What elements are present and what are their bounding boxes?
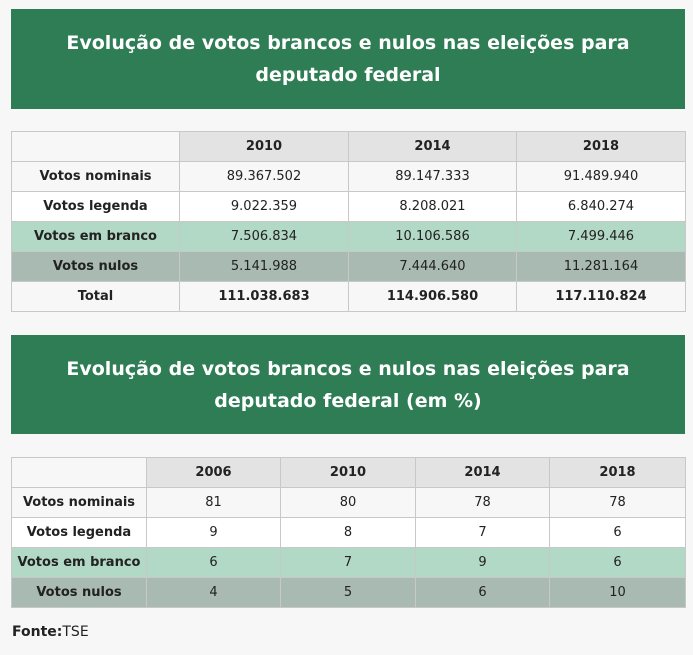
row-label: Votos legenda bbox=[11, 517, 147, 548]
table-row: Votos em branco 7.506.834 10.106.586 7.4… bbox=[11, 221, 686, 252]
table-cell: 8.208.021 bbox=[348, 191, 517, 222]
table-cell: 89.367.502 bbox=[179, 161, 349, 192]
row-label: Votos em branco bbox=[11, 221, 180, 252]
table-row: Votos em branco 6 7 9 6 bbox=[11, 547, 686, 578]
table-cell: 10.106.586 bbox=[348, 221, 517, 252]
row-label: Votos nominais bbox=[11, 161, 180, 192]
table-cell: 6 bbox=[146, 547, 281, 578]
year-header: 2010 bbox=[179, 131, 349, 162]
table-cell: 7.499.446 bbox=[516, 221, 686, 252]
row-label: Votos em branco bbox=[11, 547, 147, 578]
source-label: Fonte: bbox=[12, 624, 63, 640]
table-cell: 4 bbox=[146, 577, 281, 608]
votes-absolute-table: 2010 2014 2018 Votos nominais 89.367.502… bbox=[11, 131, 686, 312]
table2-title-banner: Evolução de votos brancos e nulos nas el… bbox=[11, 335, 685, 434]
table-cell: 81 bbox=[146, 487, 281, 518]
table-cell: 9.022.359 bbox=[179, 191, 349, 222]
table-row: Votos nulos 4 5 6 10 bbox=[11, 577, 686, 608]
table-header-row: 2010 2014 2018 bbox=[11, 131, 686, 162]
table-cell: 91.489.940 bbox=[516, 161, 686, 192]
table-row: Votos nominais 89.367.502 89.147.333 91.… bbox=[11, 161, 686, 192]
row-label: Votos nominais bbox=[11, 487, 147, 518]
table-header-row: 2006 2010 2014 2018 bbox=[11, 457, 686, 488]
table-cell: 6 bbox=[549, 547, 686, 578]
table-cell: 5.141.988 bbox=[179, 251, 349, 282]
table-cell: 111.038.683 bbox=[179, 281, 349, 312]
table-row: Votos nominais 81 80 78 78 bbox=[11, 487, 686, 518]
table2-title: Evolução de votos brancos e nulos nas el… bbox=[66, 357, 630, 412]
header-corner-cell bbox=[11, 131, 180, 162]
table-row: Votos legenda 9 8 7 6 bbox=[11, 517, 686, 548]
votes-percent-table: 2006 2010 2014 2018 Votos nominais 81 80… bbox=[11, 457, 686, 608]
table-cell: 8 bbox=[280, 517, 416, 548]
table-cell: 7 bbox=[415, 517, 550, 548]
table-total-row: Total 111.038.683 114.906.580 117.110.82… bbox=[11, 281, 686, 312]
year-header: 2006 bbox=[146, 457, 281, 488]
year-header: 2018 bbox=[516, 131, 686, 162]
row-label: Votos legenda bbox=[11, 191, 180, 222]
table-cell: 7.506.834 bbox=[179, 221, 349, 252]
table-cell: 114.906.580 bbox=[348, 281, 517, 312]
source-note: Fonte:TSE bbox=[12, 624, 89, 640]
table1-title: Evolução de votos brancos e nulos nas el… bbox=[66, 32, 630, 86]
year-header: 2018 bbox=[549, 457, 686, 488]
table-cell: 6.840.274 bbox=[516, 191, 686, 222]
year-header: 2010 bbox=[280, 457, 416, 488]
table-row: Votos legenda 9.022.359 8.208.021 6.840.… bbox=[11, 191, 686, 222]
table-cell: 9 bbox=[146, 517, 281, 548]
table-cell: 117.110.824 bbox=[516, 281, 686, 312]
table-cell: 6 bbox=[549, 517, 686, 548]
table-cell: 80 bbox=[280, 487, 416, 518]
table-cell: 9 bbox=[415, 547, 550, 578]
row-label: Votos nulos bbox=[11, 251, 180, 282]
table-cell: 10 bbox=[549, 577, 686, 608]
table-cell: 89.147.333 bbox=[348, 161, 517, 192]
row-label: Votos nulos bbox=[11, 577, 147, 608]
table-cell: 11.281.164 bbox=[516, 251, 686, 282]
table-cell: 5 bbox=[280, 577, 416, 608]
row-label: Total bbox=[11, 281, 180, 312]
table-cell: 78 bbox=[549, 487, 686, 518]
table-cell: 78 bbox=[415, 487, 550, 518]
header-corner-cell bbox=[11, 457, 147, 488]
table1-title-banner: Evolução de votos brancos e nulos nas el… bbox=[11, 9, 685, 109]
table-cell: 7 bbox=[280, 547, 416, 578]
year-header: 2014 bbox=[415, 457, 550, 488]
table-cell: 6 bbox=[415, 577, 550, 608]
table-cell: 7.444.640 bbox=[348, 251, 517, 282]
source-value: TSE bbox=[62, 624, 89, 640]
table-row: Votos nulos 5.141.988 7.444.640 11.281.1… bbox=[11, 251, 686, 282]
year-header: 2014 bbox=[348, 131, 517, 162]
